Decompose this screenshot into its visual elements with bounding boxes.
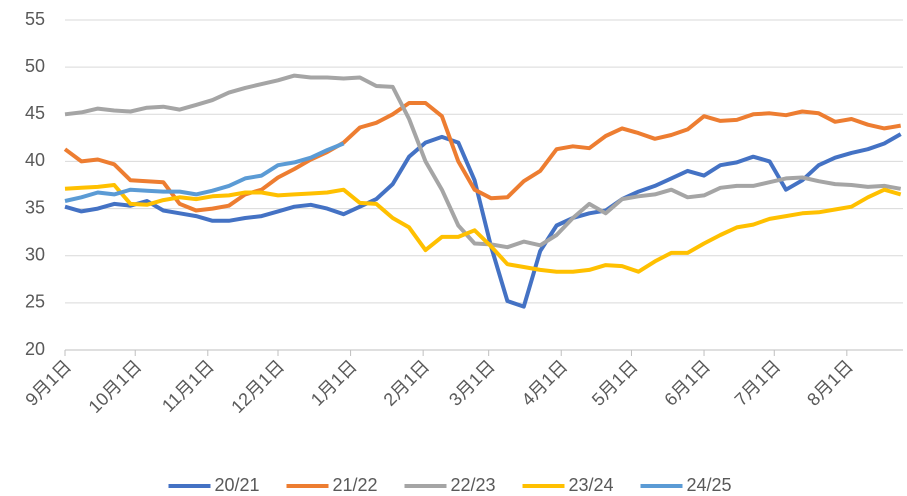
x-tick-label: 2月1日 — [380, 356, 434, 410]
y-tick-label: 30 — [25, 244, 45, 264]
series-line — [64, 73, 902, 250]
x-tick-label: 4月1日 — [518, 356, 572, 410]
x-tick-label: 8月1日 — [803, 356, 857, 410]
series-line — [63, 101, 902, 213]
x-tick-label: 12月1日 — [227, 356, 288, 417]
y-tick-label: 20 — [25, 339, 45, 359]
legend-label: 23/24 — [569, 475, 614, 495]
legend-label: 20/21 — [215, 475, 260, 495]
legend-label: 22/23 — [451, 475, 496, 495]
x-tick-label: 1月1日 — [307, 356, 361, 410]
x-tick-label: 5月1日 — [588, 356, 642, 410]
series-line — [64, 132, 902, 309]
x-tick-label: 9月1日 — [21, 356, 75, 410]
series-line — [64, 183, 902, 274]
x-tick-label: 6月1日 — [660, 356, 714, 410]
legend-label: 21/22 — [333, 475, 378, 495]
legend: 20/21 21/22 22/23 23/24 24/25 — [168, 475, 732, 495]
x-tick-label: 10月1日 — [85, 356, 146, 417]
y-tick-label: 35 — [25, 197, 45, 217]
y-tick-label: 25 — [25, 292, 45, 312]
y-tick-label: 45 — [25, 103, 45, 123]
y-tick-label: 50 — [25, 56, 45, 76]
x-tick-label: 11月1日 — [158, 356, 218, 416]
y-tick-label: 55 — [25, 9, 45, 29]
series-line — [64, 141, 345, 203]
x-tick-label: 7月1日 — [731, 356, 785, 410]
y-tick-label: 40 — [25, 150, 45, 170]
x-tick-label: 3月1日 — [445, 356, 499, 410]
legend-label: 24/25 — [687, 475, 732, 495]
